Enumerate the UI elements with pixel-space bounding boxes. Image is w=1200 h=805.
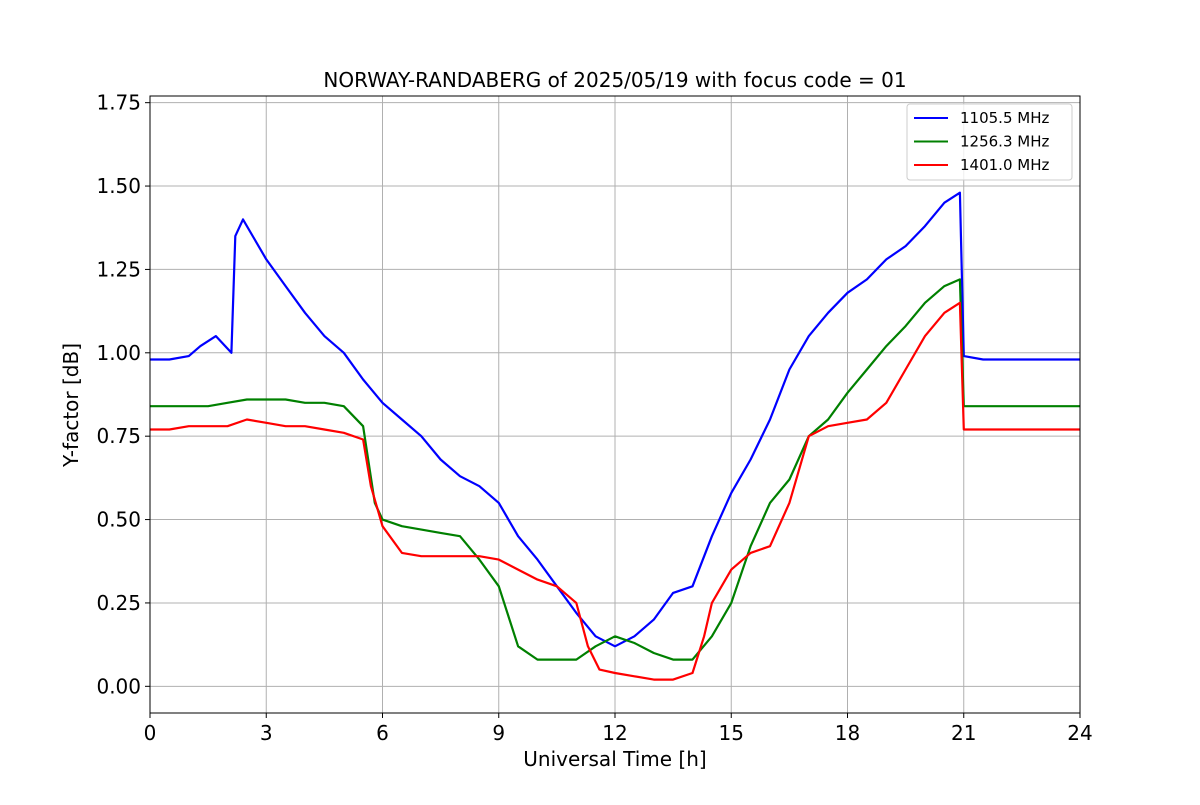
axis-ticks: 0 3 6 9 12 15 18 21 24 0.00 0.25 0.50 0.75 1.00 1.25 1.… bbox=[96, 91, 1092, 745]
x-axis-label: Universal Time [h] bbox=[523, 747, 706, 771]
x-tick-label: 6 bbox=[376, 721, 389, 745]
x-tick-label: 21 bbox=[951, 721, 976, 745]
series-line-2 bbox=[150, 278, 1080, 661]
y-tick-label: 1.25 bbox=[96, 257, 141, 281]
x-tick-label: 12 bbox=[602, 721, 627, 745]
y-axis-label: Y-factor [dB] bbox=[59, 343, 83, 468]
legend-label: 1105.5 MHz bbox=[960, 109, 1049, 127]
series-lines bbox=[150, 191, 1080, 681]
x-tick-label: 24 bbox=[1067, 721, 1092, 745]
y-tick-label: 0.50 bbox=[96, 508, 141, 532]
y-tick-label: 0.75 bbox=[96, 424, 141, 448]
x-tick-label: 0 bbox=[144, 721, 157, 745]
x-tick-label: 9 bbox=[492, 721, 505, 745]
x-tick-label: 15 bbox=[719, 721, 744, 745]
chart-title: NORWAY-RANDABERG of 2025/05/19 with focu… bbox=[323, 68, 906, 92]
y-tick-label: 1.00 bbox=[96, 341, 141, 365]
series-line-3 bbox=[150, 301, 1080, 681]
x-tick-label: 3 bbox=[260, 721, 273, 745]
y-tick-label: 1.75 bbox=[96, 91, 141, 115]
legend-box bbox=[906, 103, 1073, 181]
series-line-1 bbox=[150, 191, 1080, 648]
y-tick-label: 1.50 bbox=[96, 174, 141, 198]
x-tick-label: 18 bbox=[835, 721, 860, 745]
y-tick-label: 0.25 bbox=[96, 591, 141, 615]
legend-label: 1256.3 MHz bbox=[960, 133, 1049, 151]
legend: 1105.5 MHz 1256.3 MHz 1401.0 MHz bbox=[906, 103, 1073, 181]
legend-label: 1401.0 MHz bbox=[960, 156, 1049, 174]
y-tick-label: 0.00 bbox=[96, 674, 141, 698]
